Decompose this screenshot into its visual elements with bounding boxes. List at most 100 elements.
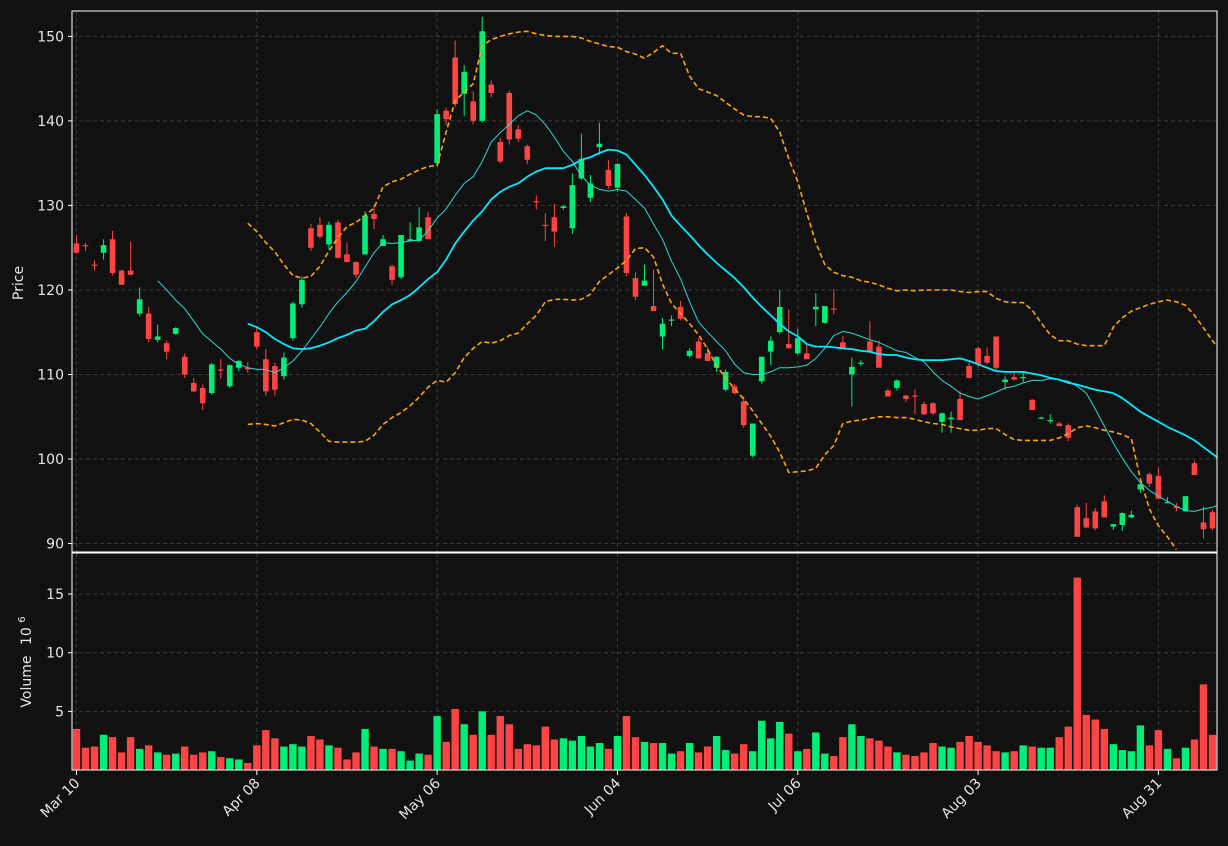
volume-bar bbox=[1037, 747, 1045, 770]
candle-body bbox=[1020, 377, 1026, 379]
candle-body bbox=[903, 395, 909, 399]
volume-bar bbox=[938, 746, 946, 770]
candle-body bbox=[263, 359, 269, 392]
candle-body bbox=[109, 239, 116, 274]
candle-body bbox=[704, 353, 711, 361]
price-grid bbox=[72, 11, 1217, 552]
price-tick-label: 100 bbox=[37, 452, 64, 468]
volume-panel-frame bbox=[71, 552, 1218, 771]
candle-body bbox=[1092, 511, 1099, 529]
volume-bar bbox=[460, 724, 468, 770]
candle-body bbox=[443, 110, 449, 120]
volume-bar bbox=[640, 741, 649, 770]
candle-body bbox=[425, 217, 431, 240]
volume-bar bbox=[1100, 728, 1108, 770]
volume-bar bbox=[685, 743, 694, 770]
volume-bar bbox=[514, 748, 522, 770]
candle-body bbox=[587, 183, 594, 198]
candle-body bbox=[695, 341, 702, 359]
volume-bar bbox=[90, 746, 99, 770]
candle-body bbox=[776, 306, 783, 333]
candle-body bbox=[1209, 512, 1216, 529]
volume-bar bbox=[974, 741, 982, 770]
candle-body bbox=[145, 313, 152, 339]
candle-body bbox=[226, 365, 233, 387]
volume-bar bbox=[604, 748, 613, 770]
volume-bar bbox=[496, 716, 504, 770]
volume-bar bbox=[730, 753, 739, 770]
candle-body bbox=[1056, 423, 1063, 427]
volume-bar bbox=[280, 746, 288, 770]
candle-body bbox=[1011, 377, 1017, 380]
volume-tick-label: 15 bbox=[46, 587, 64, 603]
volume-bar bbox=[1208, 734, 1217, 770]
volume-bar bbox=[217, 757, 225, 770]
volume-bar bbox=[316, 739, 324, 770]
candle-body bbox=[1002, 379, 1008, 383]
candle-body bbox=[975, 348, 981, 365]
candle-body bbox=[1119, 513, 1126, 525]
candle-body bbox=[389, 266, 395, 280]
volume-bar bbox=[262, 730, 270, 770]
price-tick-label: 150 bbox=[37, 29, 64, 45]
volume-bar bbox=[325, 745, 333, 770]
volume-bar bbox=[595, 743, 604, 770]
volume-bar bbox=[171, 753, 180, 770]
candle-body bbox=[154, 336, 161, 340]
volume-bar bbox=[947, 747, 955, 770]
volume-bar bbox=[370, 746, 378, 770]
volume-bar bbox=[1163, 748, 1172, 770]
candle-body bbox=[1047, 420, 1054, 422]
candle-body bbox=[1200, 522, 1207, 530]
price-tick-label: 110 bbox=[37, 367, 64, 383]
volume-bar bbox=[1154, 730, 1163, 770]
volume-bar bbox=[361, 728, 369, 770]
candle-body bbox=[1065, 425, 1072, 438]
candle-body bbox=[100, 245, 107, 253]
volume-bar bbox=[776, 721, 784, 770]
volume-bar bbox=[208, 751, 216, 770]
price-tick-label: 120 bbox=[37, 283, 64, 299]
candle-body bbox=[506, 92, 513, 140]
volume-bar bbox=[226, 758, 234, 770]
volume-bar bbox=[586, 746, 595, 770]
candle-body bbox=[740, 401, 747, 426]
candle-body bbox=[1029, 399, 1035, 410]
volume-bar bbox=[135, 748, 144, 770]
volume-tick-label: 5 bbox=[55, 704, 64, 720]
candle-body bbox=[452, 57, 458, 104]
candle-body bbox=[948, 417, 954, 420]
candle-body bbox=[407, 239, 413, 241]
volume-bar bbox=[72, 728, 81, 770]
candle-body bbox=[73, 243, 80, 253]
candle-body bbox=[245, 367, 251, 370]
candle-body bbox=[290, 303, 296, 339]
volume-bar bbox=[929, 743, 937, 770]
volume-bar bbox=[875, 740, 883, 770]
candle-body bbox=[578, 158, 585, 179]
candle-body bbox=[993, 336, 999, 368]
candle-body bbox=[596, 143, 603, 148]
candle-body bbox=[659, 323, 666, 337]
candle-body bbox=[758, 356, 765, 382]
volume-axis-unit: 10 bbox=[19, 627, 35, 645]
volume-tick-label: 10 bbox=[46, 646, 64, 662]
candle-body bbox=[885, 390, 891, 397]
volume-bar bbox=[478, 711, 486, 770]
candle-body bbox=[82, 245, 89, 247]
moving-average-slow-line bbox=[247, 148, 1217, 459]
volume-bar bbox=[307, 735, 315, 770]
candle-body bbox=[127, 270, 134, 275]
volume-bar bbox=[658, 743, 667, 770]
volume-bar bbox=[244, 762, 252, 770]
candle-body bbox=[515, 129, 522, 139]
volume-bar bbox=[406, 760, 414, 770]
bollinger-upper-line bbox=[247, 30, 1217, 348]
candle-body bbox=[1191, 463, 1198, 476]
volume-bar bbox=[857, 735, 865, 770]
candle-body bbox=[867, 341, 873, 353]
volume-bar bbox=[144, 745, 153, 770]
candle-body bbox=[91, 264, 98, 266]
candle-body bbox=[1083, 518, 1090, 528]
volume-bar bbox=[235, 759, 243, 770]
